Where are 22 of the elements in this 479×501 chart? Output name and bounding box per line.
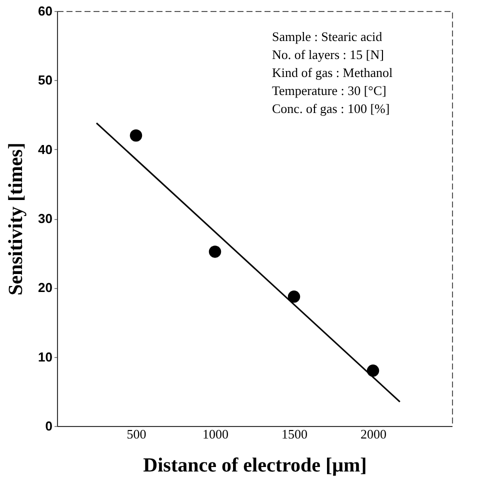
annotation: Conc. of gas : 100 [%] — [272, 101, 390, 116]
point — [366, 364, 380, 377]
annotation: Sample : Stearic acid — [272, 29, 383, 44]
y-tick-label: 40 — [38, 142, 52, 157]
y-tick-label: 20 — [38, 280, 52, 296]
y-tick-label: 50 — [38, 72, 52, 88]
y-tick-label: 30 — [38, 211, 52, 226]
annotation: Temperature : 30 [°C] — [272, 83, 386, 98]
x-tick-label: 1500 — [282, 426, 308, 442]
point — [288, 290, 300, 303]
x-tick-label: 1000 — [202, 426, 228, 442]
point — [130, 129, 142, 142]
y-tick-label: 0 — [45, 418, 52, 434]
y-tick-label: 60 — [38, 4, 52, 18]
point — [208, 246, 222, 258]
y-axis-title: Sensitivity [times] — [5, 142, 28, 296]
annotation: No. of layers : 15 [N] — [272, 47, 384, 62]
annotation: Kind of gas : Methanol — [272, 65, 393, 80]
y-tick-label: 10 — [38, 349, 52, 364]
x-tick-label: 500 — [126, 426, 146, 442]
x-axis-title: Distance of electrode [μm] — [143, 454, 367, 476]
x-tick-label: 2000 — [360, 426, 386, 442]
